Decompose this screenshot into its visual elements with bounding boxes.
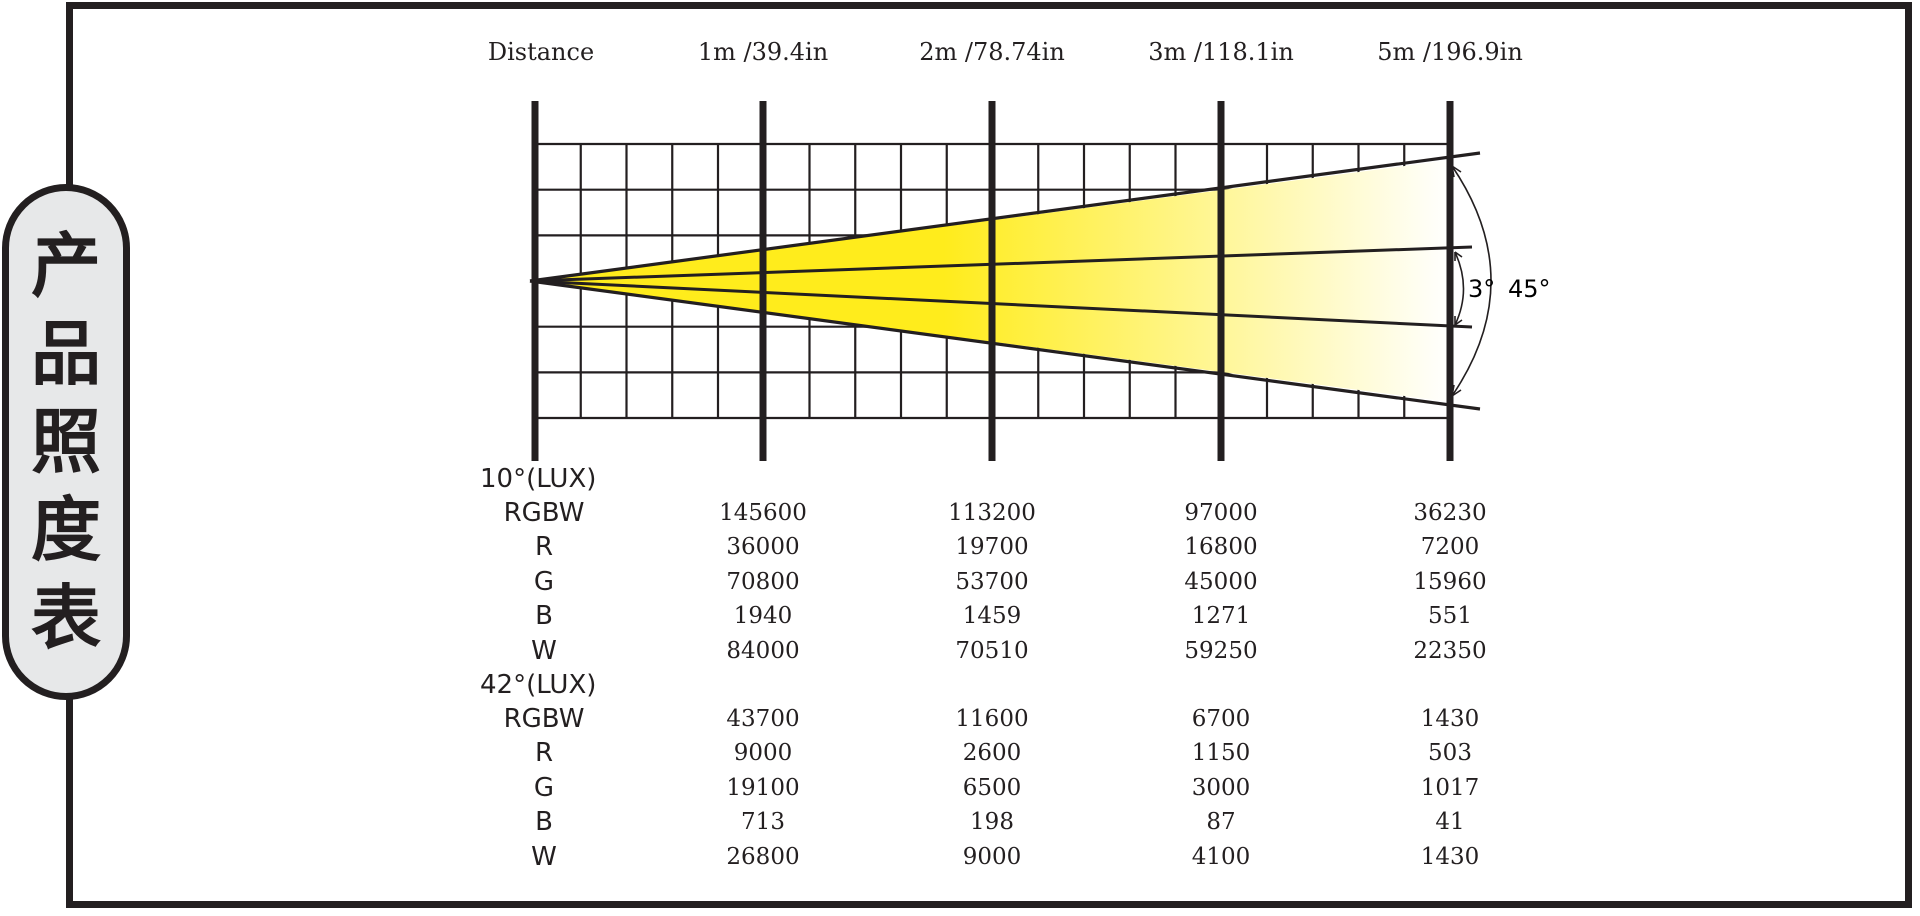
distance-col-3m: 3m /118.1in — [1148, 38, 1294, 66]
lux-value: 145600 — [719, 500, 807, 526]
distance-col-5m: 5m /196.9in — [1377, 38, 1523, 66]
inner-angle-label: 3° — [1468, 275, 1495, 303]
lux-value: 22350 — [1413, 637, 1487, 664]
lux-value: 26800 — [726, 843, 800, 870]
inner-angle-arc — [1454, 251, 1465, 326]
lux-value: 1430 — [1420, 843, 1480, 870]
row-label: RGBW — [503, 704, 585, 734]
side-title-tab: 产品照度表 — [2, 184, 130, 700]
lux-value: 16800 — [1184, 534, 1258, 561]
inner-angle-arrow-top — [1454, 251, 1463, 261]
lux-value: 7200 — [1420, 534, 1480, 561]
row-label: G — [533, 566, 555, 597]
row-label: W — [531, 841, 557, 872]
lux-value: 19100 — [726, 774, 800, 801]
lux-value: 113200 — [948, 500, 1036, 526]
side-title: 产品照度表 — [31, 225, 101, 659]
lux-value: 11600 — [955, 706, 1029, 732]
inner-beam-edge — [529, 279, 1473, 329]
lux-value: 53700 — [955, 568, 1029, 595]
lux-value: 41 — [1435, 809, 1465, 836]
lux-value: 43700 — [726, 706, 800, 732]
outer-angle-arrow-bottom — [1451, 384, 1462, 397]
lux-value: 87 — [1206, 809, 1236, 836]
distance-label: Distance — [487, 38, 595, 66]
lux-value: 1940 — [733, 603, 793, 630]
row-label: G — [533, 772, 555, 803]
lux-value: 2600 — [962, 740, 1022, 767]
outer-angle-label: 45° — [1508, 275, 1551, 303]
lux-value: 70510 — [955, 637, 1029, 664]
lux-value: 3000 — [1191, 774, 1251, 801]
beam-lines — [529, 151, 1481, 411]
lux-value: 1150 — [1191, 740, 1251, 767]
section-title: 10°(LUX) — [480, 464, 597, 494]
lux-value: 4100 — [1191, 843, 1251, 870]
lux-value: 6700 — [1191, 706, 1251, 732]
lux-value: 45000 — [1184, 568, 1258, 595]
lux-value: 198 — [970, 809, 1014, 836]
lux-value: 36000 — [726, 534, 800, 561]
lux-value: 503 — [1428, 740, 1472, 767]
row-label: B — [535, 807, 553, 838]
row-label: W — [531, 635, 557, 666]
lux-value: 97000 — [1184, 500, 1258, 526]
lux-value: 9000 — [733, 740, 793, 767]
inner-angle-arrow-bottom — [1454, 316, 1463, 326]
distance-col-2m: 2m /78.74in — [919, 38, 1065, 66]
outer-angle-arrow-top — [1451, 165, 1462, 178]
lux-value: 1271 — [1191, 603, 1251, 630]
lux-value: 713 — [741, 809, 785, 836]
outer-beam-edge — [529, 279, 1481, 411]
inner-beam-edge — [529, 245, 1473, 283]
distance-col-1m: 1m /39.4in — [697, 38, 829, 66]
lux-value: 551 — [1428, 603, 1472, 630]
lux-value: 1017 — [1420, 774, 1480, 801]
lux-value: 1459 — [962, 603, 1022, 630]
outer-angle-arc — [1451, 165, 1492, 397]
lux-value: 70800 — [726, 568, 800, 595]
lux-value: 36230 — [1413, 500, 1487, 526]
row-label: R — [534, 532, 554, 563]
lux-value: 9000 — [962, 843, 1022, 870]
lux-value: 1430 — [1420, 706, 1480, 732]
lux-value: 59250 — [1184, 637, 1258, 664]
row-label: RGBW — [503, 498, 585, 528]
section-title: 42°(LUX) — [480, 670, 597, 700]
lux-value: 19700 — [955, 534, 1029, 561]
lux-value: 15960 — [1413, 568, 1487, 595]
distance-posts — [531, 101, 1454, 461]
outer-beam-edge — [529, 151, 1481, 283]
lux-value: 84000 — [726, 637, 800, 664]
row-label: B — [535, 601, 553, 632]
lux-value: 6500 — [962, 774, 1022, 801]
row-label: R — [534, 738, 554, 769]
